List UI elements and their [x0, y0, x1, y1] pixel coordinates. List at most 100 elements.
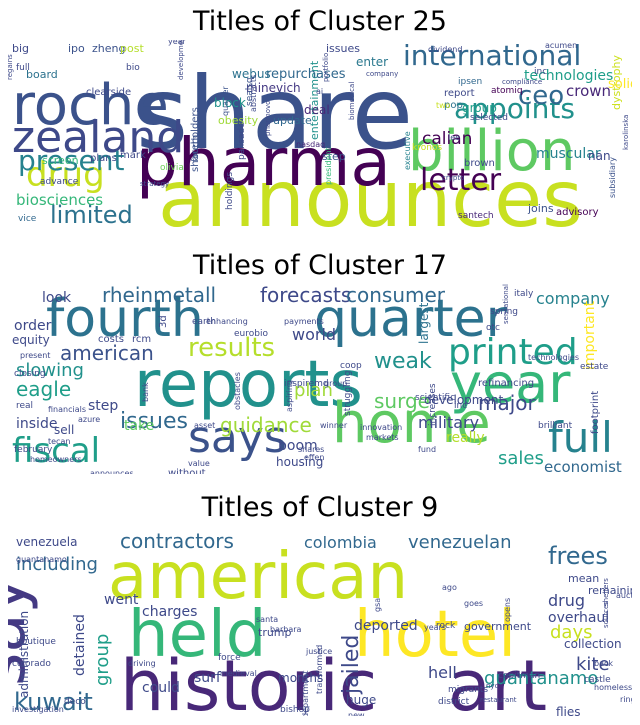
word-goes: goes [464, 599, 483, 608]
word-subsidiary: subsidiary [608, 157, 617, 198]
word-american: american [108, 540, 408, 614]
word-remaining: remaining [588, 584, 632, 597]
word-housing: housing [276, 455, 323, 469]
word-restaurant: restaurant [480, 696, 517, 704]
word-aspiring: aspiring [285, 380, 294, 412]
word-step: step [88, 398, 118, 414]
word-pharma: pharma [136, 124, 391, 201]
word-year: year [450, 352, 571, 415]
word-dystrophy: dystrophy [610, 54, 623, 110]
word-eurobio: eurobio [234, 329, 268, 339]
word-important: important [582, 300, 598, 370]
word-struggling: struggling [343, 371, 353, 416]
word-inc: inc [454, 401, 467, 411]
word-opens: opens [503, 598, 512, 622]
word-estate: estate [580, 362, 609, 372]
word-present: present [18, 144, 124, 177]
word-take: take [124, 418, 154, 434]
word-hotel: hotel [354, 598, 516, 672]
word-rheinmetall: rheinmetall [102, 284, 216, 307]
word-roche: roche [12, 73, 169, 138]
word-transformed: transformed [315, 645, 324, 694]
word-justice: justice [305, 647, 332, 656]
word-year: year [168, 40, 187, 46]
word-days: days [550, 622, 593, 643]
word-azure: azure [78, 415, 100, 424]
word-markets: markets [366, 433, 399, 442]
word-kronos: kronos [412, 143, 442, 153]
word-shares: shares [298, 445, 324, 454]
word-nyc: nyc [486, 682, 499, 690]
word-minevich: minevich [246, 81, 301, 95]
word-months: months [278, 671, 323, 685]
word-pharmovo: pharmovo [264, 101, 272, 136]
word-equity: equity [12, 333, 50, 347]
word-kite: kite [576, 654, 610, 675]
word-sales: sales [498, 448, 544, 469]
word-earth: earth [192, 317, 216, 327]
word-muscular: muscular [536, 146, 601, 162]
word-homeowners: homeowners [30, 455, 82, 464]
word-art: art [448, 645, 547, 716]
word-limited: limited [50, 201, 133, 229]
word-inside: inside [16, 416, 57, 432]
word-appoints: appoints [454, 92, 575, 125]
word-group: group [324, 379, 347, 388]
word-coop: coop [340, 361, 362, 371]
word-winner: winner [320, 421, 348, 430]
word-collection: collection [564, 637, 622, 651]
word-entertainment: entertainment [308, 60, 321, 140]
word-february: february [14, 445, 53, 455]
word-development: development [177, 40, 185, 80]
word-force: force [218, 653, 241, 663]
word-auction: auction [616, 591, 632, 600]
word-migrants: migrants [448, 685, 488, 695]
word-fourth: fourth [191, 135, 201, 162]
word-shelters: shelters [602, 578, 610, 606]
word-historic: historic [120, 645, 377, 716]
word-quarter: quarter [314, 289, 508, 349]
word-dividend: dividend [428, 45, 462, 54]
word-vice: vice [18, 214, 37, 224]
word-new: new [348, 711, 365, 716]
word-repurchases: repurchases [266, 67, 346, 82]
word-charges: charges [142, 604, 197, 620]
word-two: two [436, 101, 451, 110]
word-3d: 3d [158, 315, 169, 328]
word-could: could [142, 680, 180, 696]
word-regains: regains [8, 54, 14, 80]
word-administration: administration [17, 611, 31, 698]
word-strategy: strategy [140, 180, 169, 188]
word-portfolio: portfolio [322, 53, 330, 82]
word-update: update [273, 114, 312, 127]
word-big: big [12, 42, 29, 55]
word-rcm: rcm [132, 334, 151, 345]
word-department: department [301, 671, 310, 716]
word-step: step [322, 150, 346, 163]
word-technologies: technologies [524, 68, 613, 84]
word-issues: issues [120, 409, 188, 434]
word-announces: announces [158, 155, 583, 230]
word-rock: rock [436, 621, 456, 631]
word-hell: hell [428, 663, 457, 682]
word-lee: lee [448, 133, 460, 142]
word-ceo: ceo [518, 81, 564, 111]
word-group: group [462, 101, 497, 115]
word-biomedical: biomedical [348, 82, 356, 120]
word-ring: ring [620, 695, 632, 704]
word-results: results [188, 333, 275, 363]
word-screen: screen [42, 154, 79, 167]
word-obesity: obesity [218, 114, 259, 127]
word-eagle: eagle [16, 377, 71, 401]
word-technologies: technologies [528, 353, 579, 362]
word-effen: effen [304, 453, 324, 462]
word-real: real [16, 401, 33, 411]
word-calian: calian [422, 129, 472, 149]
word-home: home [332, 391, 491, 456]
word-board: board [26, 68, 58, 81]
word-huge: huge [346, 693, 376, 707]
word-years: years [424, 623, 446, 632]
